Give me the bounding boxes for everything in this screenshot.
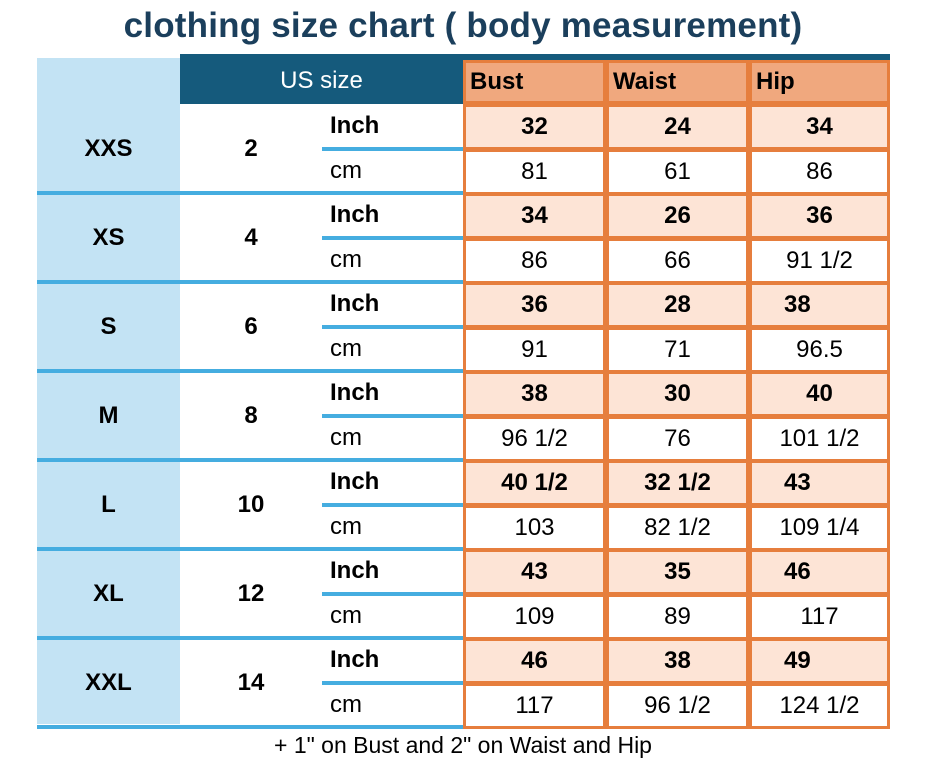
hip-inch-cell: 36 xyxy=(749,193,890,239)
hip-cm-cell: 117 xyxy=(749,593,890,640)
hip-inch-cell: 43 xyxy=(749,460,890,506)
size-label: S xyxy=(100,312,117,340)
waist-cm-cell: 76 xyxy=(606,415,749,462)
unit-separator xyxy=(322,413,463,418)
us-size-value: 8 xyxy=(244,401,258,429)
bust-cm-cell: 103 xyxy=(463,504,606,551)
row-separator xyxy=(37,280,463,284)
bust-inch-cell: 46 xyxy=(463,638,606,684)
size-label: XXS xyxy=(84,134,133,162)
unit-label-inch: Inch xyxy=(330,112,380,140)
unit-separator xyxy=(322,591,463,596)
hip-cm-cell: 101 1/2 xyxy=(749,415,890,462)
unit-label-inch: Inch xyxy=(330,557,380,585)
hip-inch-cell: 40 xyxy=(749,371,890,417)
waist-cm-cell: 82 1/2 xyxy=(606,504,749,551)
bust-inch-cell: 43 xyxy=(463,549,606,595)
size-column-bg xyxy=(37,58,180,724)
us-size-value: 2 xyxy=(244,134,258,162)
bust-cm-cell: 109 xyxy=(463,593,606,640)
footnote: + 1" on Bust and 2" on Waist and Hip xyxy=(274,732,652,758)
hip-inch-cell: 49 xyxy=(749,638,890,684)
unit-label-cm: cm xyxy=(330,156,362,184)
hip-cm-cell: 124 1/2 xyxy=(749,682,890,729)
bust-header: Bust xyxy=(463,60,606,104)
unit-label-inch: Inch xyxy=(330,468,380,496)
row-separator xyxy=(37,636,463,640)
unit-label-cm: cm xyxy=(330,512,362,540)
size-label: L xyxy=(101,490,116,518)
bust-inch-cell: 36 xyxy=(463,282,606,328)
us-size-value: 14 xyxy=(237,668,265,696)
size-label: XS xyxy=(92,223,125,251)
bust-cm-cell: 117 xyxy=(463,682,606,729)
waist-cm-cell: 71 xyxy=(606,326,749,373)
waist-inch-cell: 26 xyxy=(606,193,749,239)
waist-inch-cell: 35 xyxy=(606,549,749,595)
bust-inch-cell: 38 xyxy=(463,371,606,417)
us-size-value: 4 xyxy=(244,223,258,251)
header-top-bar xyxy=(180,54,890,62)
us-size-header: US size xyxy=(180,58,463,104)
row-separator xyxy=(37,369,463,373)
waist-cm-cell: 66 xyxy=(606,237,749,284)
unit-label-cm: cm xyxy=(330,601,362,629)
unit-label-cm: cm xyxy=(330,334,362,362)
unit-label-inch: Inch xyxy=(330,290,380,318)
unit-label-inch: Inch xyxy=(330,646,380,674)
unit-separator xyxy=(322,324,463,329)
bust-cm-cell: 91 xyxy=(463,326,606,373)
size-label: XL xyxy=(93,579,124,607)
hip-inch-cell: 46 xyxy=(749,549,890,595)
row-separator xyxy=(37,547,463,551)
bust-inch-cell: 40 1/2 xyxy=(463,460,606,506)
us-size-value: 6 xyxy=(244,312,258,340)
unit-separator xyxy=(322,680,463,685)
waist-cm-cell: 89 xyxy=(606,593,749,640)
hip-cm-cell: 96.5 xyxy=(749,326,890,373)
hip-cm-cell: 91 1/2 xyxy=(749,237,890,284)
waist-cm-cell: 96 1/2 xyxy=(606,682,749,729)
unit-separator xyxy=(322,502,463,507)
waist-inch-cell: 30 xyxy=(606,371,749,417)
page-title: clothing size chart ( body measurement) xyxy=(123,6,803,45)
waist-inch-cell: 28 xyxy=(606,282,749,328)
size-label: XXL xyxy=(85,668,132,696)
bust-inch-cell: 34 xyxy=(463,193,606,239)
waist-cm-cell: 61 xyxy=(606,148,749,195)
us-size-value: 12 xyxy=(237,579,265,607)
unit-label-cm: cm xyxy=(330,245,362,273)
waist-header: Waist xyxy=(606,60,749,104)
waist-inch-cell: 38 xyxy=(606,638,749,684)
row-separator xyxy=(37,191,463,195)
bust-cm-cell: 81 xyxy=(463,148,606,195)
row-separator xyxy=(37,458,463,462)
hip-header: Hip xyxy=(749,60,890,104)
unit-label-inch: Inch xyxy=(330,379,380,407)
bust-cm-cell: 96 1/2 xyxy=(463,415,606,462)
unit-label-inch: Inch xyxy=(330,201,380,229)
bust-cm-cell: 86 xyxy=(463,237,606,284)
hip-cm-cell: 86 xyxy=(749,148,890,195)
row-separator xyxy=(37,725,463,729)
us-size-value: 10 xyxy=(237,490,265,518)
hip-cm-cell: 109 1/4 xyxy=(749,504,890,551)
waist-inch-cell: 32 1/2 xyxy=(606,460,749,506)
size-label: M xyxy=(98,401,119,429)
hip-inch-cell: 34 xyxy=(749,104,890,150)
waist-inch-cell: 24 xyxy=(606,104,749,150)
unit-label-cm: cm xyxy=(330,690,362,718)
bust-inch-cell: 32 xyxy=(463,104,606,150)
hip-inch-cell: 38 xyxy=(749,282,890,328)
unit-separator xyxy=(322,146,463,151)
unit-separator xyxy=(322,235,463,240)
unit-label-cm: cm xyxy=(330,423,362,451)
